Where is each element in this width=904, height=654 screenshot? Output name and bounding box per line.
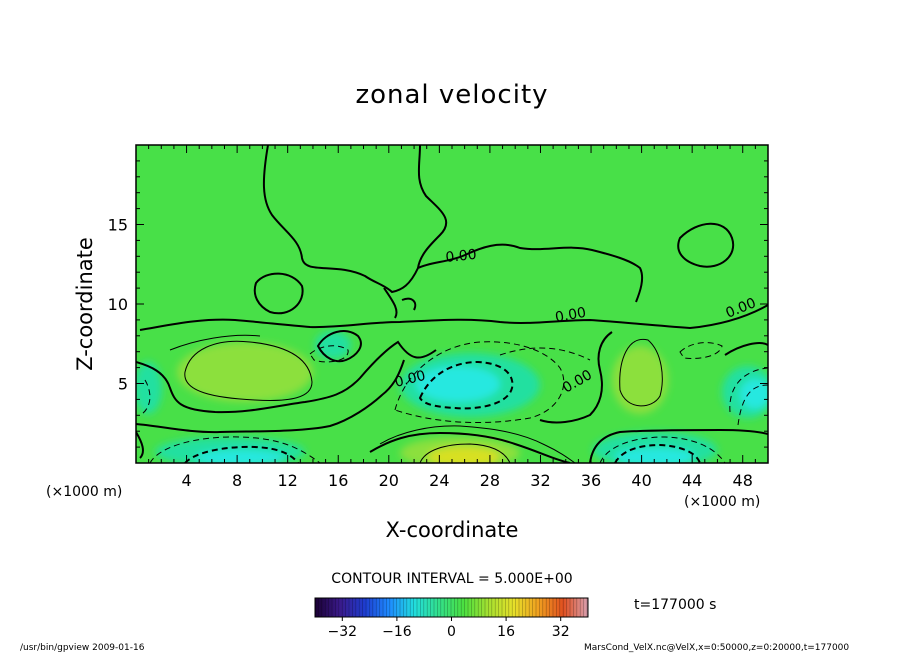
field-blobs xyxy=(136,331,768,463)
contour-label: 0.00 xyxy=(554,305,587,326)
negative-contour xyxy=(149,436,321,463)
zero-contour xyxy=(253,272,304,315)
positive-contour xyxy=(379,425,576,463)
negative-contours xyxy=(141,341,768,463)
colorbar xyxy=(314,597,589,618)
x-unit-label-left: (×1000 m) xyxy=(46,484,122,500)
zero-contour xyxy=(539,331,613,424)
negative-core xyxy=(740,379,768,409)
positive-region xyxy=(177,342,313,402)
positive-contour xyxy=(619,338,663,407)
positive-region xyxy=(612,346,668,414)
y-axis-label: Z-coordinate xyxy=(73,237,97,371)
colorbar-gradient xyxy=(315,598,588,617)
contour-label: 0.00 xyxy=(393,368,427,391)
negative-core xyxy=(416,366,500,402)
negative-contour xyxy=(309,345,349,363)
time-label: t=177000 s xyxy=(634,597,716,613)
negative-region xyxy=(315,331,351,359)
zero-contour xyxy=(316,330,362,363)
x-unit-label-right: (×1000 m) xyxy=(684,494,760,510)
positive-contours xyxy=(169,334,663,463)
negative-region xyxy=(136,362,162,414)
negative-contour xyxy=(679,342,723,359)
x-axis-ticks: 4 8 12 16 20 24 28 32 36 40 44 48 xyxy=(148,145,756,490)
zero-contour xyxy=(383,287,417,319)
zero-contour xyxy=(139,304,768,331)
zero-contour xyxy=(724,342,768,356)
negative-core xyxy=(615,448,695,463)
contour-label: 0.00 xyxy=(445,247,478,266)
positive-core xyxy=(428,447,500,463)
negative-contour xyxy=(184,445,299,463)
colorbar-tick-label: −32 xyxy=(328,624,358,640)
positive-contour xyxy=(184,340,313,401)
negative-contour xyxy=(737,384,768,426)
x-tick-label: 36 xyxy=(581,471,601,490)
zero-contour xyxy=(136,431,144,459)
positive-contour xyxy=(419,443,511,463)
negative-contour xyxy=(141,379,151,415)
y-tick-label: 10 xyxy=(108,295,128,314)
chart-title: zonal velocity xyxy=(355,80,548,110)
colorbar-tick-label: 0 xyxy=(447,624,456,640)
plot-area: 0.00 0.00 0.00 0.00 0.00 xyxy=(136,145,768,463)
x-tick-label: 32 xyxy=(530,471,550,490)
negative-contour xyxy=(499,347,591,361)
y-tick-label: 15 xyxy=(108,216,128,235)
x-tick-label: 40 xyxy=(631,471,651,490)
negative-contour xyxy=(729,367,768,413)
y-axis-ticks: 5 10 15 xyxy=(108,160,768,448)
negative-contour xyxy=(614,443,701,463)
x-tick-label: 4 xyxy=(181,471,191,490)
x-tick-label: 8 xyxy=(232,471,242,490)
colorbar-tick-label: 16 xyxy=(497,624,515,640)
x-tick-label: 16 xyxy=(328,471,348,490)
zero-contours xyxy=(136,145,768,463)
zero-contour xyxy=(677,222,735,268)
negative-contour xyxy=(394,341,565,424)
x-tick-label: 44 xyxy=(682,471,702,490)
x-tick-label: 48 xyxy=(733,471,753,490)
negative-contour xyxy=(418,360,514,410)
footer-left: /usr/bin/gpview 2009-01-16 xyxy=(20,643,145,653)
x-tick-label: 12 xyxy=(278,471,298,490)
y-tick-label: 5 xyxy=(118,375,128,394)
zero-contour xyxy=(136,359,405,434)
zero-contour xyxy=(589,428,768,463)
zero-contour xyxy=(369,431,571,463)
zero-contour xyxy=(136,340,437,414)
positive-contour xyxy=(169,334,261,351)
zero-contour xyxy=(417,145,448,269)
x-axis-label: X-coordinate xyxy=(386,518,519,542)
negative-contour xyxy=(599,436,726,463)
x-tick-label: 28 xyxy=(480,471,500,490)
zero-contour xyxy=(262,145,644,303)
x-tick-label: 20 xyxy=(379,471,399,490)
colorbar-ticks: −32 −16 0 16 32 xyxy=(328,617,570,640)
colorbar-tick-label: −16 xyxy=(382,624,412,640)
x-tick-label: 24 xyxy=(429,471,449,490)
contour-interval: CONTOUR INTERVAL = 5.000E+00 xyxy=(331,571,572,587)
footer-right: MarsCond_VelX.nc@VelX,x=0:50000,z=0:2000… xyxy=(584,643,849,653)
colorbar-tick-label: 32 xyxy=(552,624,570,640)
